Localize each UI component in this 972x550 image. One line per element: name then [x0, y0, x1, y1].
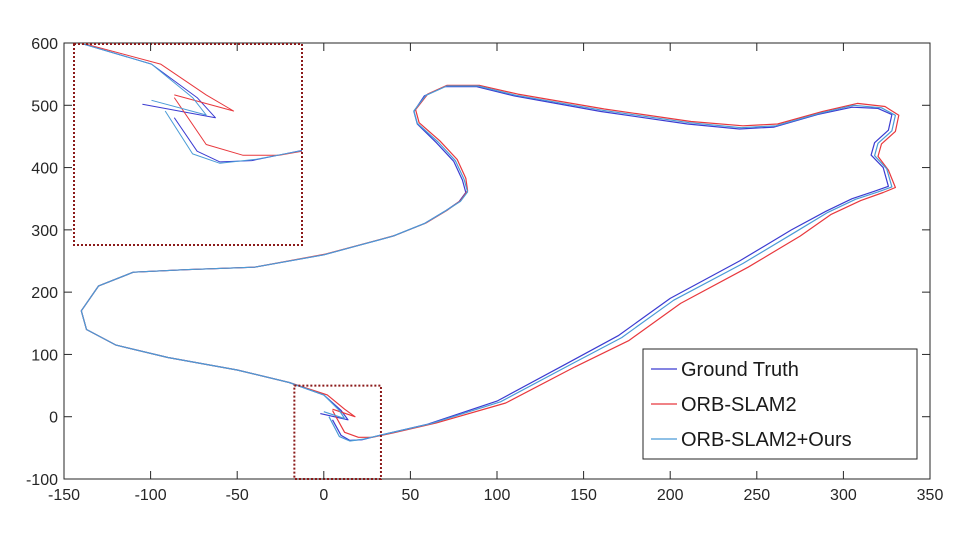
y-tick-label: 400 [31, 161, 58, 178]
x-tick-label: -150 [48, 487, 80, 504]
x-tick-label: 300 [830, 487, 857, 504]
x-tick-label: 0 [319, 487, 328, 504]
legend-label: ORB-SLAM2+Ours [681, 429, 852, 451]
x-tick-label: 100 [484, 487, 511, 504]
x-tick-label: 250 [743, 487, 770, 504]
legend-label: Ground Truth [681, 359, 799, 381]
x-tick-label: 350 [917, 487, 944, 504]
y-tick-label: 600 [31, 36, 58, 53]
series-layer [80, 84, 900, 442]
legend: Ground Truth ORB-SLAM2 ORB-SLAM2+Ours [642, 348, 918, 460]
x-tick-label: 150 [570, 487, 597, 504]
y-tick-label: 500 [31, 98, 58, 115]
inset-border [73, 43, 303, 246]
series-line-3 [80, 85, 897, 442]
x-tick-label: 200 [657, 487, 684, 504]
y-axis: 600 500 400 300 200 100 0 -100 [26, 36, 930, 489]
x-tick-label: -100 [135, 487, 167, 504]
y-tick-label: 200 [31, 285, 58, 302]
y-tick-label: 100 [31, 347, 58, 364]
y-tick-label: -100 [26, 472, 58, 489]
y-tick-label: 300 [31, 223, 58, 240]
x-axis: -150 -100 -50 0 50 100 150 200 250 300 350 [48, 43, 943, 504]
y-tick-label: 0 [49, 410, 58, 427]
legend-label: ORB-SLAM2 [681, 394, 797, 416]
x-tick-label: 50 [402, 487, 420, 504]
x-tick-label: -50 [226, 487, 249, 504]
inset-background [74, 44, 302, 245]
zoom-source-box [293, 384, 382, 481]
inset-zoom [73, 43, 303, 246]
legend-box [642, 348, 918, 460]
